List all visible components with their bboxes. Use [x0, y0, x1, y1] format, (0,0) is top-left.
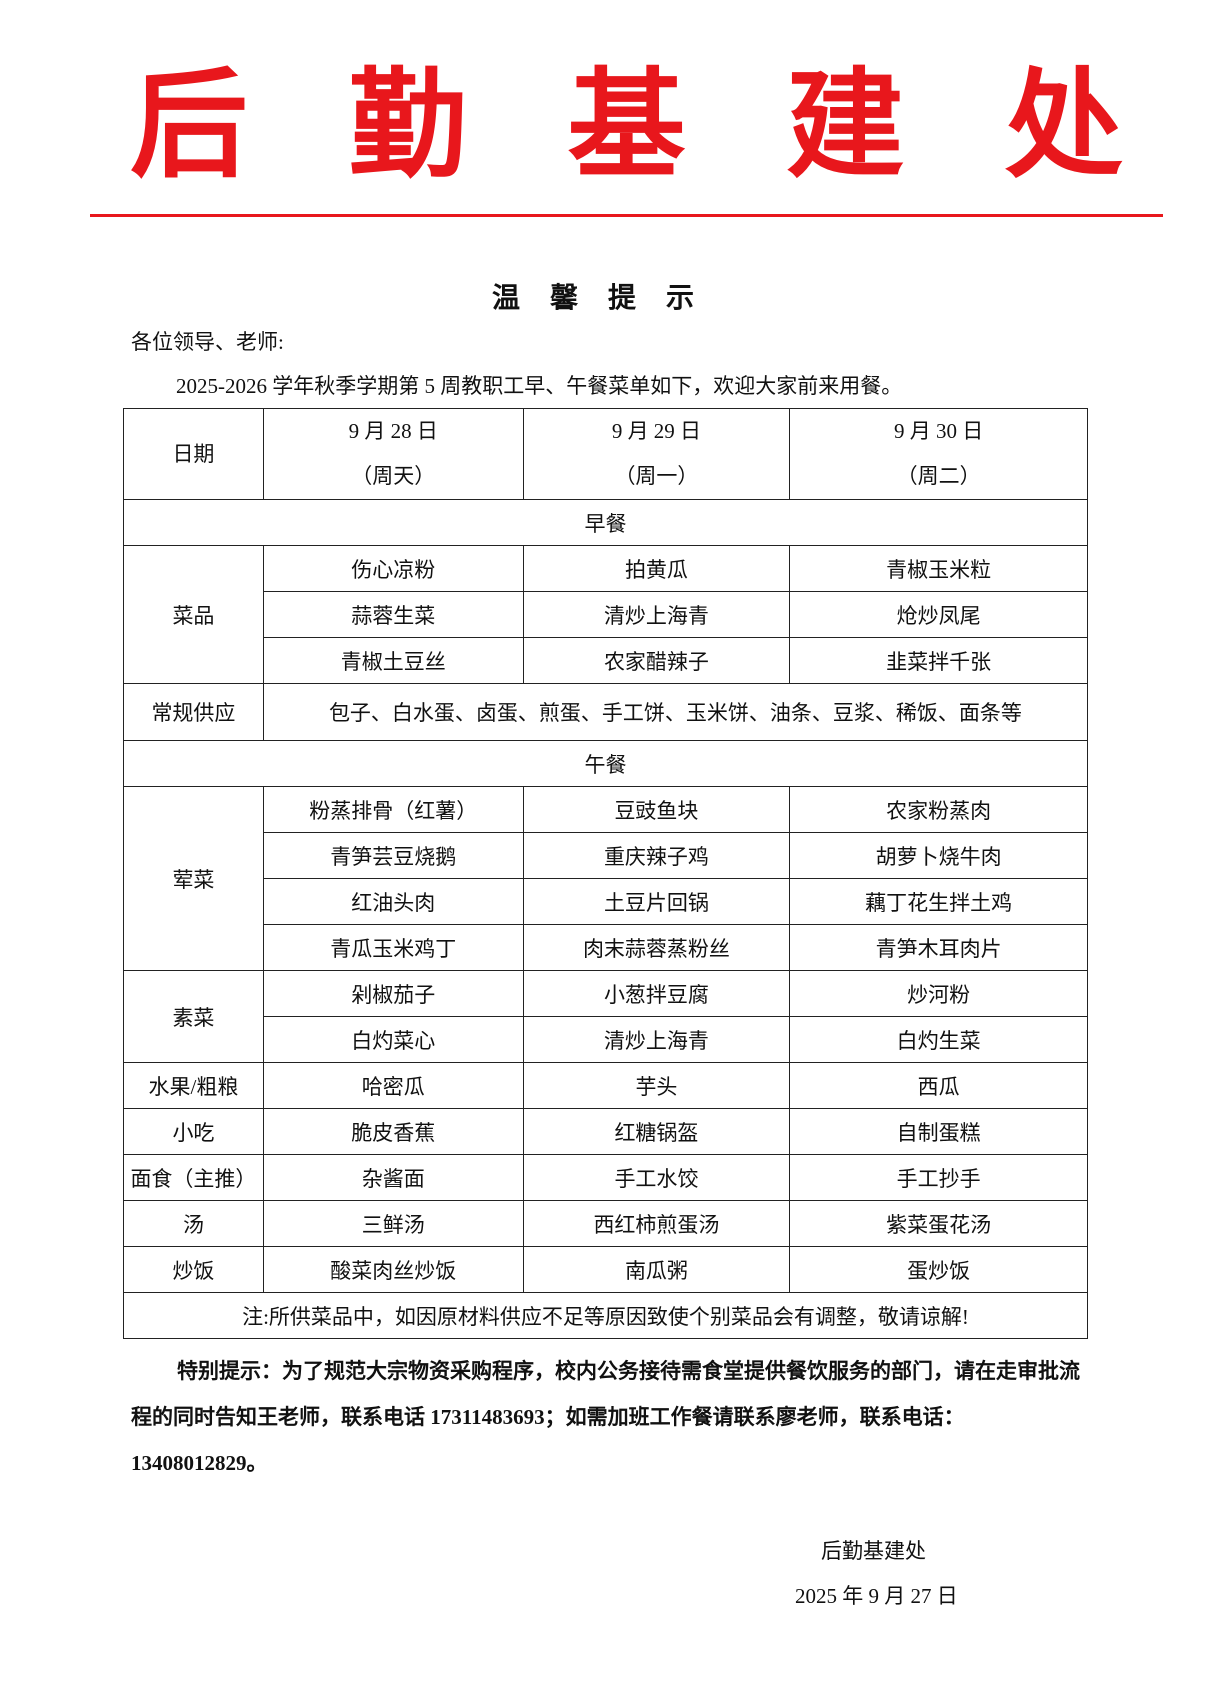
dish-cell: 豆豉鱼块: [522, 786, 791, 833]
category-label-cell: 荤菜: [123, 786, 264, 971]
dish-cell: 伤心凉粉: [262, 545, 524, 592]
letterhead-divider: [90, 214, 1163, 217]
dish-cell: 哈密瓜: [262, 1062, 524, 1109]
table-row: 水果/粗粮 哈密瓜 芋头 西瓜: [123, 1062, 1088, 1109]
greeting: 各位领导、老师:: [131, 330, 284, 354]
letterhead-char: 后: [130, 55, 249, 194]
dish-cell: 杂酱面: [262, 1154, 524, 1201]
table-row: 炒饭 酸菜肉丝炒饭 南瓜粥 蛋炒饭: [123, 1246, 1088, 1293]
dish-cell: 青椒玉米粒: [789, 545, 1088, 592]
letterhead-char: 处: [1004, 55, 1123, 194]
date-text: 9 月 30 日: [894, 419, 984, 443]
lunch-section-header: 午餐: [123, 740, 1088, 787]
table-row: 午餐: [123, 740, 1088, 787]
dish-cell: 脆皮香蕉: [262, 1108, 524, 1155]
signature: 后勤基建处: [821, 1539, 926, 1563]
table-row: 菜品 伤心凉粉 拍黄瓜 青椒玉米粒: [123, 545, 1088, 684]
table-row: 小吃 脆皮香蕉 红糖锅盔 自制蛋糕: [123, 1108, 1088, 1155]
dish-cell: 粉蒸排骨（红薯）: [262, 786, 524, 833]
dish-cell: 农家粉蒸肉: [789, 786, 1088, 833]
dish-cell: 白灼生菜: [789, 1016, 1088, 1063]
special-notice: 特别提示：为了规范大宗物资采购程序，校内公务接待需食堂提供餐饮服务的部门，请在走…: [131, 1359, 1080, 1475]
table-row: 日期 9 月 28 日 （周天） 9 月 29 日 （周一） 9 月 30 日 （周二）: [123, 408, 1088, 500]
table-row: 青椒土豆丝 农家醋辣子 韭菜拌千张: [124, 637, 1088, 684]
table-row: 面食（主推） 杂酱面 手工水饺 手工抄手: [123, 1154, 1088, 1201]
org-letterhead-title: 后 勤 基 建 处: [90, 50, 1163, 200]
dish-cell: 自制蛋糕: [789, 1108, 1088, 1155]
dish-cell: 土豆片回锅: [522, 878, 791, 925]
table-row: 荤菜 粉蒸排骨（红薯） 豆豉鱼块 农家粉蒸肉: [123, 786, 1088, 971]
notice-title: 温馨提示: [491, 283, 724, 314]
category-label-cell: 小吃: [123, 1108, 264, 1155]
dish-cell: 清炒上海青: [522, 591, 791, 638]
weekday-text: （周天）: [351, 464, 436, 488]
dish-cell: 手工抄手: [789, 1154, 1088, 1201]
dish-cell: 酸菜肉丝炒饭: [262, 1246, 524, 1293]
letterhead-char: 基: [567, 55, 686, 194]
table-row: 白灼菜心 清炒上海青 白灼生菜: [124, 1016, 1088, 1063]
dish-cell: 剁椒茄子: [262, 970, 524, 1017]
dish-cell: 炝炒凤尾: [789, 591, 1088, 638]
dish-cell: 重庆辣子鸡: [522, 832, 791, 879]
dish-cell: 红糖锅盔: [522, 1108, 791, 1155]
date-text: 9 月 29 日: [611, 419, 702, 443]
dish-cell: 南瓜粥: [522, 1246, 791, 1293]
date-text: 9 月 28 日: [348, 419, 438, 443]
table-row: 红油头肉 土豆片回锅 藕丁花生拌土鸡: [124, 878, 1088, 925]
letterhead-char: 勤: [348, 55, 467, 194]
dish-cell: 清炒上海青: [522, 1016, 791, 1063]
dish-cell: 青笋芸豆烧鹅: [262, 832, 524, 879]
dish-cell: 青笋木耳肉片: [789, 924, 1088, 971]
category-label-cell: 菜品: [123, 545, 264, 684]
date-header-cell: 9 月 28 日 （周天）: [262, 408, 524, 500]
category-label-cell: 素菜: [123, 970, 264, 1063]
dish-cell: 紫菜蛋花汤: [789, 1200, 1088, 1247]
sign-date: 2025 年 9 月 27 日: [795, 1584, 958, 1608]
dish-cell: 韭菜拌千张: [789, 637, 1088, 684]
dish-cell: 胡萝卜烧牛肉: [789, 832, 1088, 879]
date-label-cell: 日期: [123, 408, 264, 500]
weekday-text: （周一）: [614, 464, 699, 488]
dish-cell: 三鲜汤: [262, 1200, 524, 1247]
dish-cell: 蒜蓉生菜: [262, 591, 524, 638]
intro-text: 2025-2026 学年秋季学期第 5 周教职工早、午餐菜单如下，欢迎大家前来用…: [176, 374, 903, 398]
category-label-cell: 炒饭: [123, 1246, 264, 1293]
dish-cell: 西瓜: [789, 1062, 1088, 1109]
dish-cell: 拍黄瓜: [522, 545, 791, 592]
menu-table: 日期 9 月 28 日 （周天） 9 月 29 日 （周一） 9 月 30 日 （周二） 早餐…: [123, 408, 1089, 1339]
dish-cell: 西红柿煎蛋汤: [522, 1200, 791, 1247]
table-row: 汤三鲜汤 西红柿煎蛋汤 紫菜蛋花汤: [123, 1200, 1088, 1247]
dish-cell: 炒河粉: [789, 970, 1088, 1017]
category-label-cell: 汤: [123, 1200, 264, 1247]
dish-cell: 青瓜玉米鸡丁: [262, 924, 524, 971]
table-row: 青笋芸豆烧鹅 重庆辣子鸡 胡萝卜烧牛肉: [124, 832, 1088, 879]
dish-cell: 红油头肉: [262, 878, 524, 925]
dish-cell: 藕丁花生拌土鸡: [789, 878, 1088, 925]
category-label-cell: 常规供应: [123, 683, 264, 741]
category-label-cell: 水果/粗粮: [123, 1062, 264, 1109]
weekday-text: （周二）: [896, 464, 981, 488]
breakfast-section-header: 早餐: [123, 499, 1088, 546]
date-header-cell: 9 月 30 日 （周二）: [789, 408, 1088, 500]
dish-cell: 农家醋辣子: [522, 637, 791, 684]
dish-cell: 肉末蒜蓉蒸粉丝: [522, 924, 791, 971]
category-label-cell: 面食（主推）: [123, 1154, 264, 1201]
table-row: 早餐: [123, 499, 1088, 546]
dish-cell: 芋头: [522, 1062, 791, 1109]
dish-cell: 白灼菜心: [262, 1016, 524, 1063]
table-row: 蒜蓉生菜 清炒上海青 炝炒凤尾: [124, 591, 1088, 638]
note-cell: 注:所供菜品中，如因原材料供应不足等原因致使个别菜品会有调整，敬请谅解!: [123, 1292, 1088, 1339]
table-row: 注:所供菜品中，如因原材料供应不足等原因致使个别菜品会有调整，敬请谅解!: [123, 1292, 1088, 1339]
date-header-cell: 9 月 29 日 （周一）: [522, 408, 791, 500]
dish-cell: 手工水饺: [522, 1154, 791, 1201]
table-row: 素菜 剁椒茄子 小葱拌豆腐 炒河粉: [123, 970, 1088, 1063]
table-row: 青瓜玉米鸡丁 肉末蒜蓉蒸粉丝 青笋木耳肉片: [124, 924, 1088, 971]
regular-supply-cell: 包子、白水蛋、卤蛋、煎蛋、手工饼、玉米饼、油条、豆浆、稀饭、面条等: [262, 683, 1089, 741]
letterhead-char: 建: [786, 55, 905, 194]
dish-cell: 青椒土豆丝: [262, 637, 524, 684]
dish-cell: 蛋炒饭: [789, 1246, 1088, 1293]
dish-cell: 小葱拌豆腐: [522, 970, 791, 1017]
table-row: 常规供应 包子、白水蛋、卤蛋、煎蛋、手工饼、玉米饼、油条、豆浆、稀饭、面条等: [123, 683, 1089, 741]
